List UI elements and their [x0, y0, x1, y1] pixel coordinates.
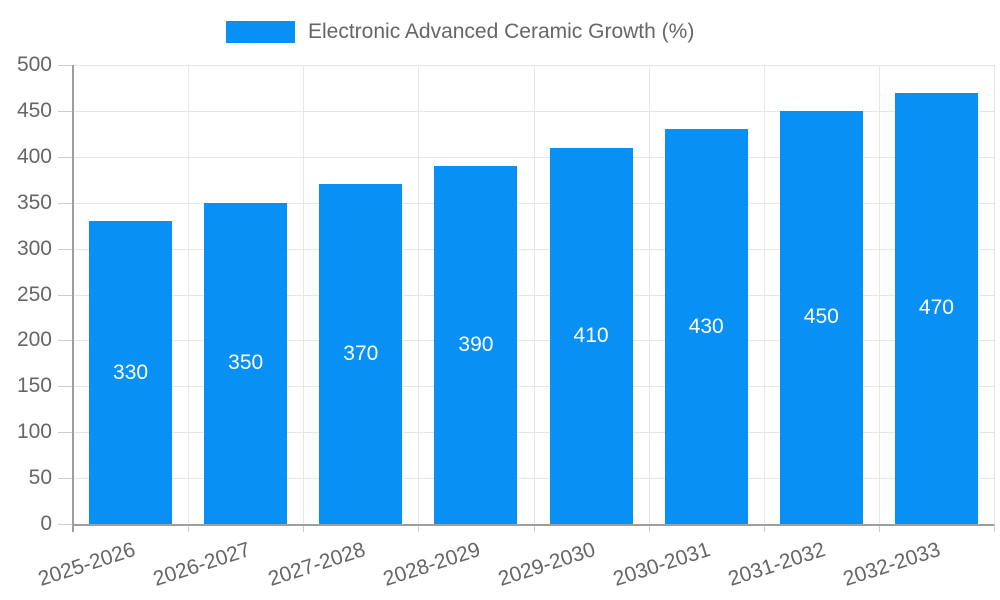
y-axis-tick — [58, 524, 73, 525]
horizontal-gridline — [73, 294, 994, 296]
x-axis-tick — [994, 524, 995, 532]
y-tick-label: 300 — [16, 236, 52, 260]
bar-value-label: 390 — [458, 332, 494, 356]
y-tick-label: 200 — [16, 328, 52, 352]
horizontal-gridline — [73, 110, 994, 112]
y-axis-tick — [58, 248, 73, 250]
y-tick-label: 350 — [16, 190, 52, 214]
x-axis-tick — [878, 524, 880, 532]
y-tick-label: 0 — [40, 512, 52, 535]
x-axis-tick — [188, 524, 190, 532]
bar-value-label: 430 — [688, 314, 724, 338]
y-axis-tick — [58, 202, 73, 204]
y-axis-tick — [58, 386, 73, 388]
x-axis-tick — [533, 524, 535, 532]
y-tick-label: 450 — [16, 98, 52, 122]
x-axis-tick — [303, 524, 305, 532]
x-axis-tick — [648, 524, 650, 532]
y-axis-tick — [58, 110, 73, 112]
bar[interactable] — [89, 221, 173, 524]
bar[interactable] — [664, 129, 748, 524]
bar[interactable] — [549, 147, 633, 524]
bar[interactable] — [319, 184, 403, 524]
bar-value-label: 370 — [343, 342, 379, 366]
x-axis-line — [72, 524, 994, 526]
horizontal-gridline — [73, 156, 994, 158]
y-tick-label: 50 — [28, 466, 52, 490]
y-axis-tick — [58, 294, 73, 296]
horizontal-gridline — [73, 432, 994, 434]
bar-value-label: 410 — [573, 323, 609, 347]
bar-value-label: 450 — [803, 305, 839, 329]
y-axis-tick — [58, 340, 73, 342]
y-tick-label: 100 — [16, 420, 52, 444]
y-axis-tick — [58, 65, 73, 66]
y-tick-label: 150 — [16, 374, 52, 398]
horizontal-gridline — [73, 248, 994, 250]
horizontal-gridline — [73, 478, 994, 480]
horizontal-gridline — [73, 340, 994, 342]
bar[interactable] — [779, 110, 863, 524]
y-axis-tick — [58, 156, 73, 158]
bar-value-label: 330 — [113, 360, 149, 384]
y-tick-label: 250 — [16, 282, 52, 306]
bar[interactable] — [434, 165, 518, 524]
y-axis-tick — [58, 478, 73, 480]
bar-value-label: 470 — [918, 296, 954, 320]
legend-label: Electronic Advanced Ceramic Growth (%) — [308, 20, 695, 43]
horizontal-gridline — [73, 202, 994, 204]
vertical-gridline — [994, 65, 995, 524]
y-tick-label: 400 — [16, 144, 52, 168]
bar-value-label: 350 — [228, 351, 264, 375]
bar[interactable] — [204, 202, 288, 524]
horizontal-gridline — [73, 65, 994, 66]
y-tick-label: 500 — [16, 53, 52, 76]
x-axis-tick — [418, 524, 420, 532]
bar[interactable] — [894, 92, 978, 524]
x-axis-tick — [763, 524, 765, 532]
legend-swatch — [226, 21, 295, 43]
legend-item[interactable]: Electronic Advanced Ceramic Growth (%) — [226, 20, 694, 44]
y-axis-tick — [58, 432, 73, 434]
y-axis-line — [72, 65, 74, 532]
horizontal-gridline — [73, 386, 994, 388]
